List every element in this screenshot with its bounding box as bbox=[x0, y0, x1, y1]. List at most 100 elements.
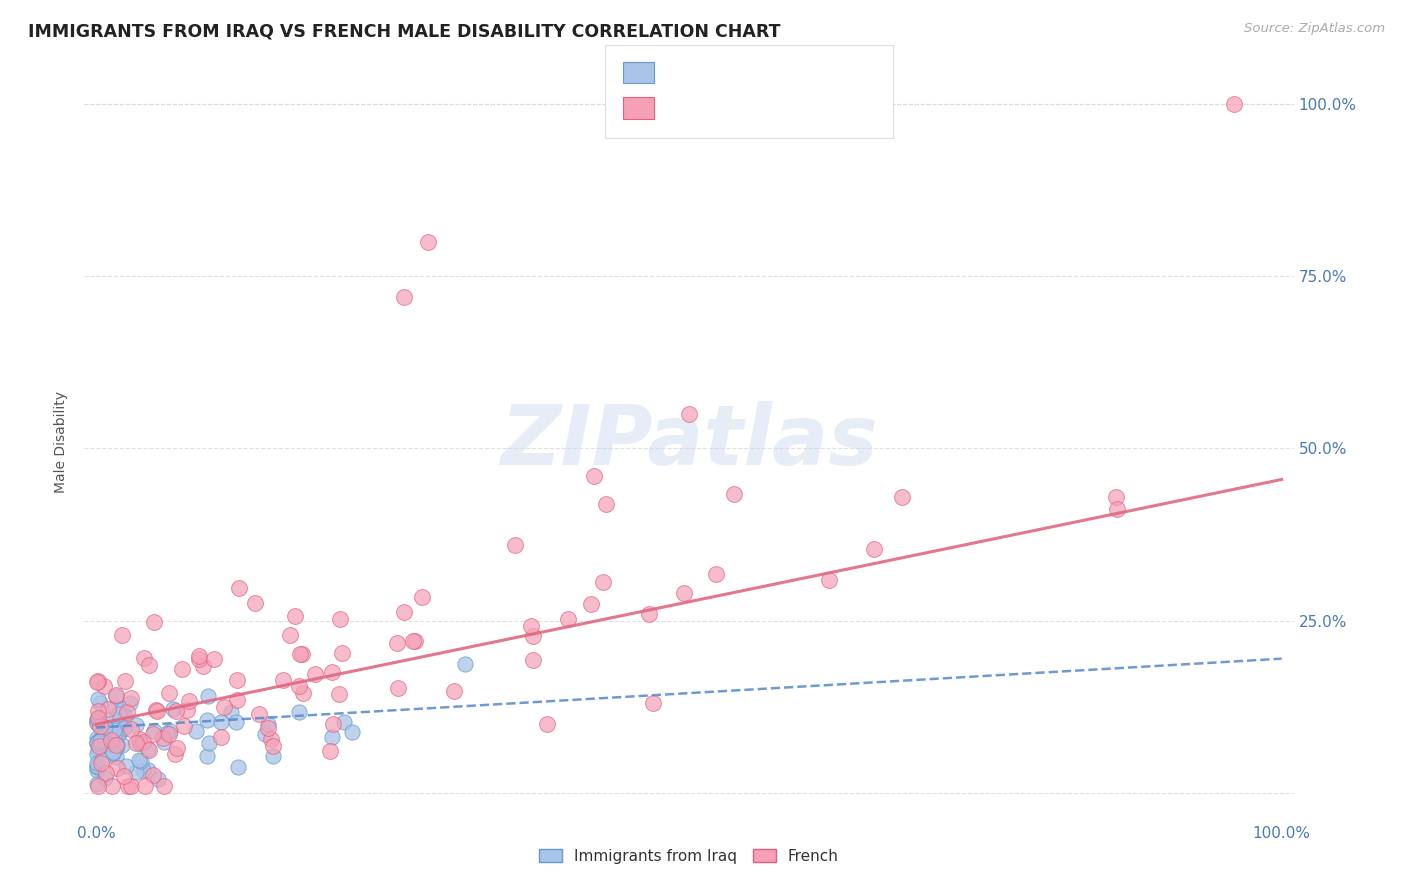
Point bbox=[86, 777, 108, 791]
Point bbox=[583, 469, 606, 483]
Y-axis label: Male Disability: Male Disability bbox=[55, 391, 69, 492]
Point bbox=[125, 765, 148, 780]
Point bbox=[101, 745, 124, 759]
Point bbox=[87, 779, 110, 793]
Point bbox=[105, 761, 128, 775]
Point bbox=[86, 731, 108, 745]
Point bbox=[418, 235, 440, 249]
Point bbox=[226, 693, 249, 707]
Point bbox=[87, 716, 110, 731]
Point bbox=[87, 704, 110, 718]
Point bbox=[89, 719, 111, 733]
Point bbox=[704, 567, 727, 582]
Point bbox=[142, 768, 165, 782]
Point bbox=[89, 734, 111, 748]
Point bbox=[195, 713, 218, 727]
Point bbox=[678, 407, 700, 421]
Point bbox=[100, 779, 122, 793]
Point bbox=[256, 716, 278, 731]
Point bbox=[93, 737, 115, 751]
Point bbox=[245, 596, 267, 610]
Point bbox=[104, 741, 127, 756]
Point bbox=[142, 727, 165, 741]
Point bbox=[284, 608, 307, 623]
Point bbox=[411, 590, 433, 604]
Point bbox=[115, 759, 138, 773]
Point bbox=[225, 715, 247, 730]
Point bbox=[114, 674, 136, 689]
Point bbox=[93, 720, 115, 734]
Point bbox=[260, 731, 283, 746]
Point bbox=[329, 612, 352, 626]
Point bbox=[120, 722, 142, 736]
Point bbox=[86, 758, 108, 772]
Point bbox=[522, 653, 544, 667]
Point bbox=[89, 739, 111, 753]
Point bbox=[104, 689, 127, 703]
Point bbox=[86, 736, 108, 750]
Point bbox=[288, 705, 311, 719]
Point bbox=[94, 720, 117, 734]
Point bbox=[146, 704, 169, 718]
Point bbox=[394, 290, 416, 304]
Point bbox=[557, 612, 579, 626]
Point bbox=[176, 703, 198, 717]
Point bbox=[86, 675, 108, 690]
Point bbox=[87, 743, 110, 757]
Point bbox=[536, 717, 558, 731]
Point bbox=[145, 703, 167, 717]
Point bbox=[454, 657, 477, 671]
Point bbox=[188, 652, 211, 666]
Point bbox=[156, 725, 179, 739]
Point bbox=[96, 712, 118, 726]
Point bbox=[328, 688, 350, 702]
Point bbox=[1105, 490, 1128, 504]
Point bbox=[520, 619, 543, 633]
Point bbox=[87, 711, 110, 725]
Point bbox=[100, 737, 122, 751]
Point bbox=[104, 688, 127, 702]
Point bbox=[138, 658, 160, 673]
Point bbox=[817, 574, 839, 588]
Point bbox=[862, 542, 884, 557]
Point bbox=[86, 759, 108, 773]
Point bbox=[273, 673, 295, 687]
Point bbox=[322, 717, 344, 731]
Point bbox=[103, 723, 125, 737]
Point bbox=[1223, 96, 1246, 111]
Point bbox=[93, 721, 115, 735]
Point bbox=[86, 747, 108, 761]
Point bbox=[152, 734, 174, 748]
Text: IMMIGRANTS FROM IRAQ VS FRENCH MALE DISABILITY CORRELATION CHART: IMMIGRANTS FROM IRAQ VS FRENCH MALE DISA… bbox=[28, 22, 780, 40]
Point bbox=[128, 731, 150, 746]
Legend: Immigrants from Iraq, French: Immigrants from Iraq, French bbox=[533, 843, 845, 870]
Point bbox=[253, 727, 276, 741]
Point bbox=[184, 724, 207, 739]
Text: R =  0.463    N =  106: R = 0.463 N = 106 bbox=[662, 101, 831, 115]
Point bbox=[128, 736, 150, 750]
Point bbox=[256, 721, 278, 735]
Point bbox=[114, 709, 136, 723]
Point bbox=[125, 718, 148, 732]
Point bbox=[104, 701, 127, 715]
Point bbox=[443, 684, 465, 698]
Point bbox=[89, 731, 111, 746]
Point bbox=[291, 686, 314, 700]
Point bbox=[100, 732, 122, 747]
Point bbox=[91, 753, 114, 767]
Point bbox=[91, 734, 114, 748]
Point bbox=[202, 652, 225, 666]
Point bbox=[159, 724, 181, 739]
Point bbox=[86, 712, 108, 726]
Point bbox=[321, 730, 343, 744]
Point bbox=[107, 727, 129, 741]
Point bbox=[247, 706, 270, 721]
Point bbox=[404, 633, 426, 648]
Point bbox=[86, 763, 108, 777]
Point bbox=[128, 753, 150, 767]
Point bbox=[387, 681, 409, 695]
Point bbox=[318, 744, 340, 758]
Point bbox=[188, 649, 211, 664]
Point bbox=[179, 694, 201, 708]
Point bbox=[112, 769, 135, 783]
